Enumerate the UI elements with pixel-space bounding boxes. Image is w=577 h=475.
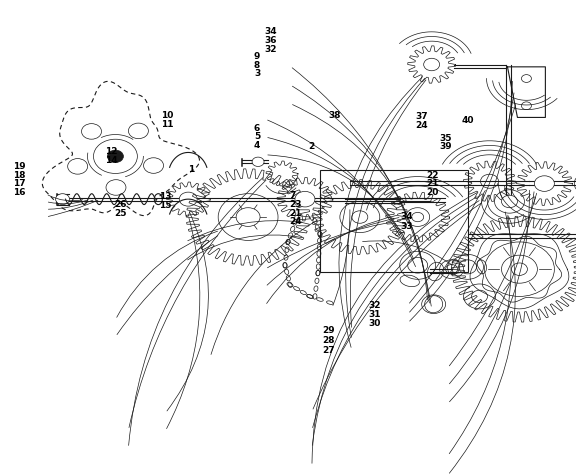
Text: 25: 25 bbox=[115, 209, 127, 218]
Text: 35: 35 bbox=[439, 133, 452, 142]
Circle shape bbox=[481, 174, 499, 188]
Text: 13: 13 bbox=[159, 192, 171, 201]
Text: 1: 1 bbox=[188, 165, 194, 174]
Text: 14: 14 bbox=[106, 156, 118, 165]
Text: 34: 34 bbox=[264, 27, 277, 36]
Text: 3: 3 bbox=[254, 69, 260, 78]
Text: 38: 38 bbox=[329, 111, 341, 120]
Text: 27: 27 bbox=[322, 345, 335, 354]
Text: 39: 39 bbox=[439, 142, 452, 151]
Text: 28: 28 bbox=[322, 335, 335, 344]
Text: 21: 21 bbox=[290, 209, 302, 218]
Circle shape bbox=[412, 212, 424, 222]
Circle shape bbox=[534, 176, 554, 191]
Text: 29: 29 bbox=[322, 325, 335, 334]
Text: 15: 15 bbox=[159, 200, 171, 209]
Text: 26: 26 bbox=[115, 200, 127, 209]
Text: 9: 9 bbox=[254, 52, 260, 61]
Text: 2: 2 bbox=[309, 142, 315, 151]
Text: 8: 8 bbox=[254, 61, 260, 70]
Circle shape bbox=[424, 58, 440, 71]
Text: 34: 34 bbox=[401, 212, 413, 221]
Text: 4: 4 bbox=[254, 141, 260, 150]
Text: 16: 16 bbox=[13, 188, 26, 197]
Text: 6: 6 bbox=[254, 124, 260, 133]
Circle shape bbox=[236, 208, 260, 227]
Text: 23: 23 bbox=[290, 200, 302, 209]
Text: 33: 33 bbox=[401, 222, 413, 231]
Text: 17: 17 bbox=[13, 179, 26, 188]
Text: 24: 24 bbox=[415, 121, 428, 130]
Text: 22: 22 bbox=[426, 171, 439, 180]
Text: 30: 30 bbox=[368, 319, 380, 328]
Text: 11: 11 bbox=[161, 120, 173, 129]
Circle shape bbox=[501, 195, 518, 208]
Text: 18: 18 bbox=[13, 171, 26, 180]
Circle shape bbox=[511, 263, 527, 276]
Text: 37: 37 bbox=[415, 112, 428, 121]
Text: 5: 5 bbox=[254, 132, 260, 141]
Text: 7: 7 bbox=[290, 191, 296, 200]
Text: 32: 32 bbox=[368, 301, 380, 310]
Text: 24: 24 bbox=[290, 217, 302, 226]
Text: 32: 32 bbox=[264, 45, 277, 54]
Circle shape bbox=[295, 191, 315, 207]
Circle shape bbox=[179, 192, 197, 206]
Circle shape bbox=[55, 194, 69, 205]
Circle shape bbox=[252, 157, 264, 166]
Text: 20: 20 bbox=[426, 188, 439, 197]
Text: 19: 19 bbox=[13, 162, 26, 171]
Text: 36: 36 bbox=[264, 36, 277, 45]
Text: 10: 10 bbox=[161, 111, 173, 120]
Text: 12: 12 bbox=[106, 147, 118, 156]
Circle shape bbox=[107, 150, 123, 162]
Text: 21: 21 bbox=[426, 179, 439, 188]
Circle shape bbox=[352, 211, 368, 223]
Text: 31: 31 bbox=[368, 310, 380, 319]
Text: 40: 40 bbox=[461, 116, 474, 125]
Bar bbox=[320, 171, 467, 272]
